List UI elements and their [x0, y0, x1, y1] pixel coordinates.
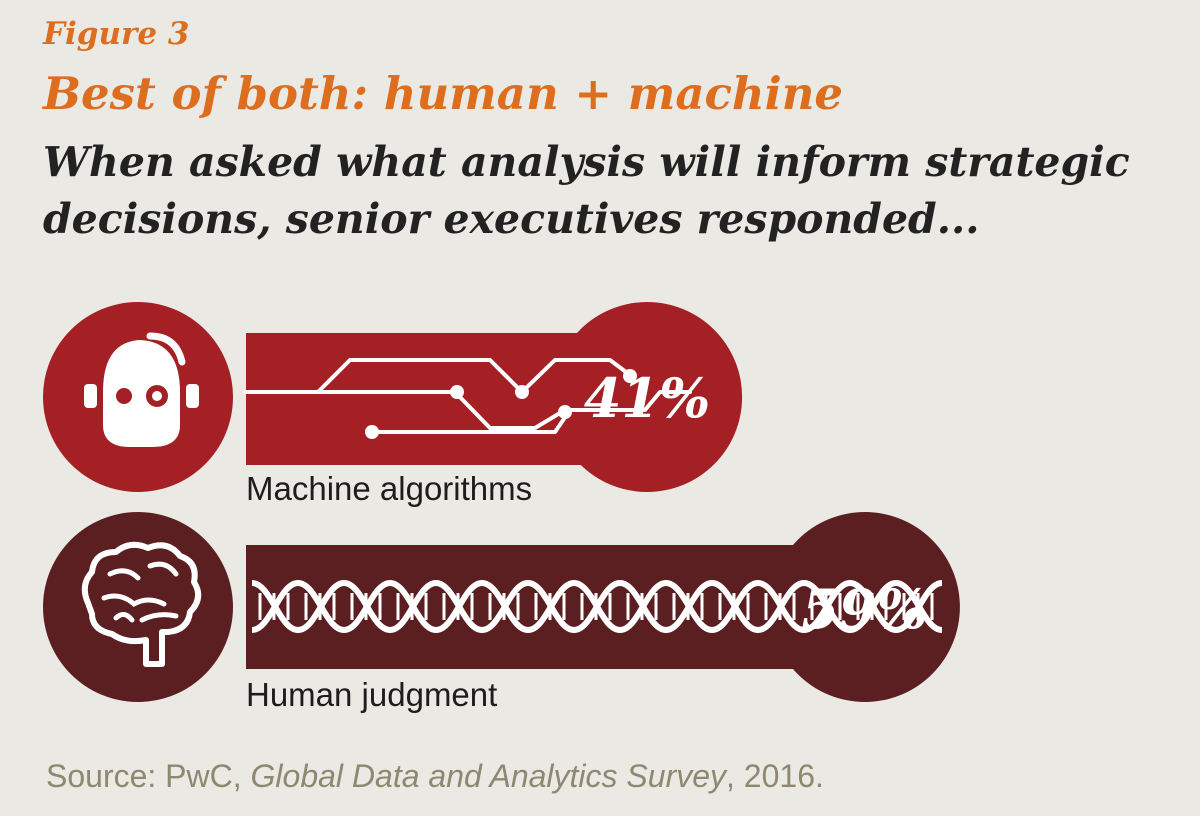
value-label-machine: 41% — [584, 366, 710, 430]
bar-label-machine: Machine algorithms — [246, 470, 533, 507]
dna-pattern — [251, 580, 943, 633]
circuit-pattern — [244, 358, 692, 439]
bar-label-human: Human judgment — [246, 676, 498, 713]
chart-subtitle: When asked what analysis will inform str… — [43, 138, 1130, 243]
bar-end-circle-human — [769, 512, 960, 702]
bar-row-human: 59% — [246, 512, 960, 702]
source-prefix: Source: PwC, — [46, 758, 251, 794]
source-note: Source: PwC, Global Data and Analytics S… — [46, 756, 824, 796]
figure-label: Figure 3 — [43, 16, 190, 52]
chart-title: Best of both: human + machine — [43, 67, 844, 120]
value-label-human: 59% — [802, 577, 928, 641]
source-suffix: , 2016. — [726, 758, 824, 794]
source-survey: Global Data and Analytics Survey — [250, 758, 727, 794]
bar-row-machine: 41% — [244, 302, 743, 492]
bar-end-circle-machine — [552, 302, 743, 492]
brain-icon — [43, 512, 233, 702]
robot-icon — [43, 302, 233, 492]
